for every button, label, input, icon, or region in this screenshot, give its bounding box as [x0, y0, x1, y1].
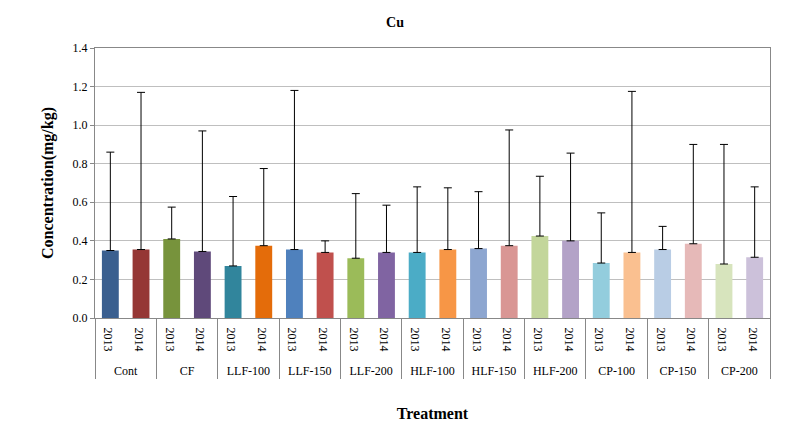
svg-text:2013: 2013 [654, 327, 668, 351]
svg-text:2013: 2013 [531, 327, 545, 351]
svg-text:CF: CF [180, 364, 195, 378]
svg-text:Treatment: Treatment [397, 405, 469, 422]
svg-text:0.4: 0.4 [73, 234, 88, 248]
svg-text:2014: 2014 [193, 327, 207, 351]
svg-text:2013: 2013 [101, 327, 115, 351]
svg-text:2014: 2014 [439, 327, 453, 351]
svg-text:LLF-200: LLF-200 [349, 364, 392, 378]
svg-text:HLF-150: HLF-150 [472, 364, 517, 378]
svg-text:2013: 2013 [470, 327, 484, 351]
svg-text:2014: 2014 [377, 327, 391, 351]
svg-text:0.0: 0.0 [73, 311, 88, 325]
svg-text:2013: 2013 [285, 327, 299, 351]
svg-text:Concentration(mg/kg): Concentration(mg/kg) [39, 107, 57, 259]
svg-text:2013: 2013 [715, 327, 729, 351]
svg-text:0.8: 0.8 [73, 157, 88, 171]
svg-text:2014: 2014 [132, 327, 146, 351]
svg-text:1.2: 1.2 [73, 80, 88, 94]
svg-text:2014: 2014 [562, 327, 576, 351]
svg-text:HLF-100: HLF-100 [410, 364, 455, 378]
svg-text:LLF-150: LLF-150 [288, 364, 331, 378]
svg-text:0.6: 0.6 [73, 195, 88, 209]
svg-text:2013: 2013 [163, 327, 177, 351]
svg-text:2014: 2014 [623, 327, 637, 351]
svg-text:2013: 2013 [592, 327, 606, 351]
svg-text:Cu: Cu [386, 15, 404, 30]
svg-text:2014: 2014 [684, 327, 698, 351]
svg-text:CP-100: CP-100 [598, 364, 635, 378]
svg-text:2013: 2013 [347, 327, 361, 351]
svg-text:2014: 2014 [255, 327, 269, 351]
svg-text:HLF-200: HLF-200 [533, 364, 578, 378]
svg-text:LLF-100: LLF-100 [227, 364, 270, 378]
svg-text:CP-150: CP-150 [660, 364, 697, 378]
svg-text:2013: 2013 [224, 327, 238, 351]
svg-text:2013: 2013 [408, 327, 422, 351]
svg-text:2014: 2014 [500, 327, 514, 351]
svg-text:CP-200: CP-200 [721, 364, 758, 378]
svg-text:1.4: 1.4 [73, 41, 88, 55]
svg-text:0.2: 0.2 [73, 273, 88, 287]
svg-text:2014: 2014 [746, 327, 760, 351]
svg-text:Cont: Cont [114, 364, 138, 378]
svg-text:2014: 2014 [316, 327, 330, 351]
svg-text:1.0: 1.0 [73, 118, 88, 132]
